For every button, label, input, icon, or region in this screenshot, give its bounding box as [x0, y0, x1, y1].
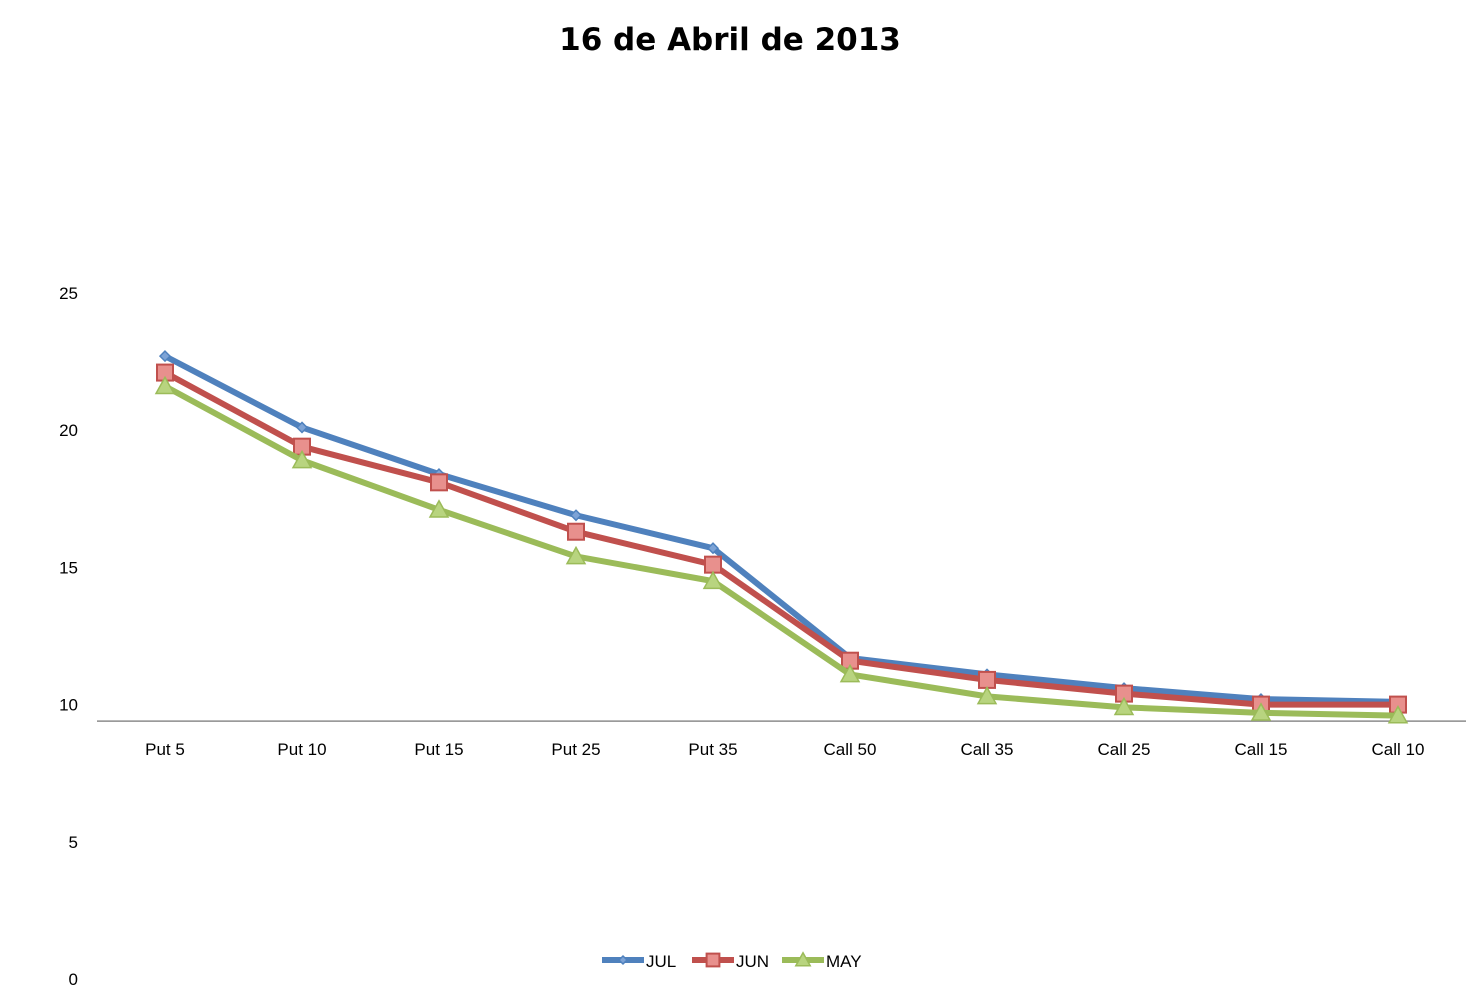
legend-marker [794, 951, 812, 967]
x-axis-tick-labels: Put 5 Put 10 Put 15 Put 25 Put 35 Call 50 Call… [145, 740, 1424, 759]
legend[interactable]: JUL JUN MAY [602, 951, 862, 971]
x-tick-label: Call 15 [1235, 740, 1288, 759]
series-may [154, 375, 1409, 724]
x-tick-label: Call 10 [1372, 740, 1425, 759]
data-point-jun [704, 555, 722, 574]
x-tick-label: Put 15 [414, 740, 463, 759]
legend-item-jun[interactable]: JUN [692, 952, 769, 971]
series-line-jun [162, 369, 1401, 708]
data-point-may [976, 685, 998, 705]
legend-label: JUL [646, 952, 676, 971]
series-line-jul [162, 353, 1401, 705]
data-point-jul [706, 542, 720, 555]
x-tick-label: Put 5 [145, 740, 185, 759]
data-point-may [702, 570, 724, 590]
legend-item-may[interactable]: MAY [782, 951, 862, 971]
x-tick-label: Put 10 [277, 740, 326, 759]
y-axis-tick-labels: 0 5 10 15 20 25 [59, 284, 78, 989]
y-tick-label: 10 [59, 696, 78, 715]
series-jun [156, 363, 1407, 714]
x-tick-label: Call 25 [1098, 740, 1151, 759]
data-point-jul [158, 350, 172, 363]
data-point-may [154, 375, 176, 395]
series-line-may [162, 383, 1401, 719]
data-point-may [428, 499, 450, 518]
y-tick-label: 25 [59, 284, 78, 303]
legend-marker [617, 954, 629, 966]
data-point-jun [567, 522, 585, 541]
legend-marker [705, 952, 721, 968]
x-tick-label: Call 35 [961, 740, 1014, 759]
y-tick-label: 5 [69, 833, 78, 852]
data-point-jul [295, 421, 309, 434]
data-point-may [839, 663, 861, 683]
data-point-jul [569, 509, 583, 522]
legend-label: MAY [826, 952, 862, 971]
y-tick-label: 15 [59, 558, 78, 577]
y-tick-label: 0 [69, 970, 78, 989]
legend-item-jul[interactable]: JUL [602, 952, 676, 971]
data-point-jun [430, 473, 448, 492]
chart-title: 16 de Abril de 2013 [559, 22, 901, 58]
legend-label: JUN [736, 952, 769, 971]
data-point-may [1250, 702, 1272, 721]
y-tick-label: 20 [59, 421, 78, 440]
series-jul [158, 350, 1405, 708]
data-point-may [1113, 696, 1135, 716]
data-point-may [291, 449, 313, 469]
data-point-may [565, 545, 587, 565]
data-point-jun [978, 670, 996, 689]
series-layer [154, 350, 1409, 724]
x-tick-label: Put 35 [688, 740, 737, 759]
x-tick-label: Put 25 [551, 740, 600, 759]
x-tick-label: Call 50 [824, 740, 877, 759]
data-point-may [1387, 705, 1409, 724]
